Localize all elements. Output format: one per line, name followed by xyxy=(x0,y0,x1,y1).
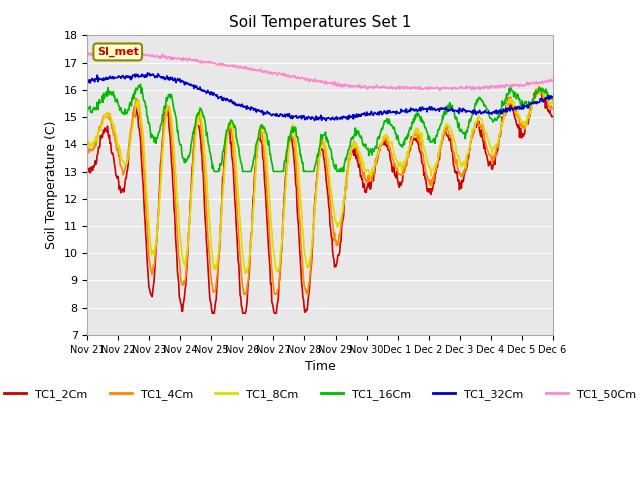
TC1_2Cm xyxy=(92,161,100,167)
TC1_50Cm xyxy=(122,50,129,56)
TC1_4Cm xyxy=(548,106,556,111)
TC1_4Cm xyxy=(212,287,220,293)
TC1_8Cm xyxy=(212,262,220,267)
TC1_16Cm xyxy=(378,127,385,132)
TC1_50Cm xyxy=(436,87,444,93)
TC1_8Cm xyxy=(390,153,398,159)
TC1_16Cm xyxy=(211,168,218,174)
TC1_2Cm xyxy=(140,194,148,200)
TC1_2Cm xyxy=(390,166,398,171)
Line: TC1_16Cm: TC1_16Cm xyxy=(88,84,552,171)
TC1_32Cm xyxy=(188,82,195,88)
TC1_16Cm xyxy=(188,139,195,144)
TC1_32Cm xyxy=(92,76,100,82)
Text: SI_met: SI_met xyxy=(97,47,139,57)
TC1_8Cm xyxy=(140,140,148,145)
Line: TC1_2Cm: TC1_2Cm xyxy=(88,87,552,313)
TC1_4Cm xyxy=(535,84,543,89)
TC1_4Cm xyxy=(187,189,195,194)
TC1_2Cm xyxy=(212,296,220,302)
TC1_8Cm xyxy=(187,201,195,206)
TC1_2Cm xyxy=(84,167,92,172)
TC1_4Cm xyxy=(92,143,100,149)
TC1_8Cm xyxy=(540,86,547,92)
TC1_32Cm xyxy=(212,93,220,99)
TC1_50Cm xyxy=(377,84,385,90)
TC1_4Cm xyxy=(240,291,248,297)
TC1_50Cm xyxy=(212,61,220,67)
TC1_32Cm xyxy=(391,109,399,115)
TC1_2Cm xyxy=(187,192,195,198)
Legend: TC1_2Cm, TC1_4Cm, TC1_8Cm, TC1_16Cm, TC1_32Cm, TC1_50Cm: TC1_2Cm, TC1_4Cm, TC1_8Cm, TC1_16Cm, TC1… xyxy=(0,384,640,404)
TC1_16Cm xyxy=(213,168,221,174)
X-axis label: Time: Time xyxy=(305,360,335,373)
TC1_4Cm xyxy=(377,143,385,148)
TC1_2Cm xyxy=(377,142,385,147)
TC1_16Cm xyxy=(92,105,100,111)
TC1_32Cm xyxy=(548,94,556,100)
TC1_32Cm xyxy=(140,73,148,79)
TC1_50Cm xyxy=(390,85,398,91)
Line: TC1_8Cm: TC1_8Cm xyxy=(88,89,552,273)
TC1_16Cm xyxy=(391,127,399,133)
TC1_32Cm xyxy=(84,80,92,85)
TC1_8Cm xyxy=(377,144,385,149)
TC1_8Cm xyxy=(92,133,100,139)
TC1_50Cm xyxy=(548,78,556,84)
TC1_50Cm xyxy=(188,57,195,63)
TC1_32Cm xyxy=(144,70,152,76)
TC1_16Cm xyxy=(548,96,556,102)
TC1_16Cm xyxy=(141,98,148,104)
TC1_16Cm xyxy=(137,82,145,87)
TC1_32Cm xyxy=(323,118,330,123)
TC1_2Cm xyxy=(548,114,556,120)
TC1_8Cm xyxy=(84,138,92,144)
Line: TC1_32Cm: TC1_32Cm xyxy=(88,73,552,120)
TC1_50Cm xyxy=(84,52,92,58)
TC1_8Cm xyxy=(548,100,556,106)
TC1_4Cm xyxy=(390,163,398,169)
Line: TC1_50Cm: TC1_50Cm xyxy=(88,53,552,90)
TC1_2Cm xyxy=(209,310,216,316)
TC1_8Cm xyxy=(241,270,249,276)
TC1_4Cm xyxy=(140,166,148,172)
TC1_50Cm xyxy=(92,51,100,57)
Line: TC1_4Cm: TC1_4Cm xyxy=(88,86,552,294)
TC1_50Cm xyxy=(141,51,148,57)
TC1_16Cm xyxy=(84,108,92,114)
TC1_32Cm xyxy=(378,108,385,114)
TC1_2Cm xyxy=(535,84,543,90)
Title: Soil Temperatures Set 1: Soil Temperatures Set 1 xyxy=(229,15,411,30)
Y-axis label: Soil Temperature (C): Soil Temperature (C) xyxy=(45,121,58,250)
TC1_4Cm xyxy=(84,145,92,151)
